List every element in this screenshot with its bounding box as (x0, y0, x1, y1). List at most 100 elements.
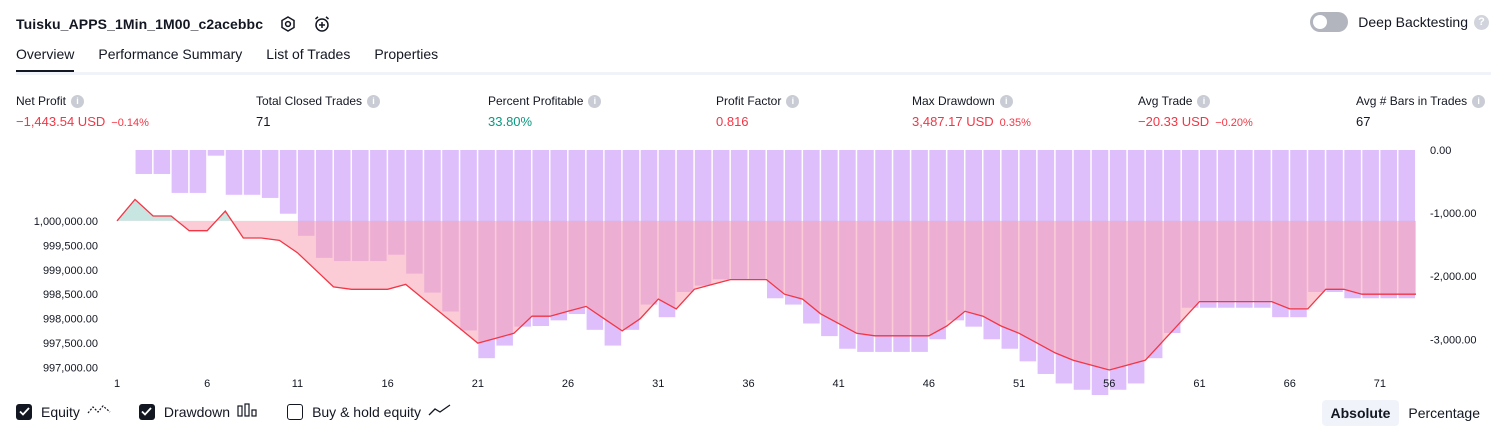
tab-properties[interactable]: Properties (374, 46, 439, 62)
metric-value: −1,443.54 USD (16, 114, 106, 129)
metric-label: Avg # Bars in Trades (1356, 94, 1468, 108)
info-icon[interactable]: i (786, 94, 800, 108)
drawdown-bar (243, 150, 261, 195)
drawdown-bar (225, 150, 243, 195)
settings-icon[interactable] (279, 15, 297, 33)
drawdown-bar (153, 150, 171, 174)
y-left-tick-label: 998,500.00 (43, 289, 98, 301)
info-icon[interactable]: i (999, 94, 1013, 108)
y-left-tick-label: 1,000,000.00 (34, 216, 98, 228)
x-tick-label: 26 (562, 378, 574, 390)
equity-chart[interactable]: 1,000,000.00 999,500.00 999,000.00 998,500.… (0, 140, 1507, 395)
drawdown-bar (171, 150, 189, 193)
drawdown-bar (135, 150, 153, 174)
y-left-tick-label: 999,500.00 (43, 240, 98, 252)
info-icon[interactable]: i (1197, 94, 1211, 108)
x-tick-label: 46 (923, 378, 935, 390)
drawdown-bar (261, 150, 279, 198)
metric-label: Max Drawdown (912, 94, 995, 108)
equity-gain-area (117, 199, 232, 221)
drawdown-bars-icon (237, 403, 259, 420)
metric-value: −20.33 USD (1138, 114, 1210, 129)
y-right-tick-label: -2,000.00 (1430, 271, 1476, 283)
metric-value: 0.816 (716, 114, 749, 129)
toggle-knob (1313, 15, 1328, 29)
metric-percent: −0.20% (1215, 117, 1253, 129)
drawdown-bar (297, 150, 315, 236)
x-tick-label: 11 (292, 378, 303, 390)
y-right-tick-label: 0.00 (1430, 145, 1451, 157)
equity-checkbox[interactable] (16, 403, 32, 420)
y-left-tick-label: 998,000.00 (43, 314, 98, 326)
metric-value: 33.80% (488, 114, 533, 129)
drawdown-bar (207, 150, 225, 156)
legend-drawdown-label: Drawdown (163, 403, 231, 420)
metric-percent: 0.35% (999, 117, 1031, 129)
metric-max-drawdown: Max Drawdown i 3,487.17 USD 0.35% (912, 94, 1031, 129)
y-axis-right: 0.00 -1,000.00 -2,000.00 -3,000.00 (1430, 145, 1476, 346)
percentage-button[interactable]: Percentage (1408, 405, 1480, 421)
deep-backtesting: Deep Backtesting ? (1310, 12, 1489, 32)
metric-value: 67 (1356, 114, 1371, 129)
buy-hold-checkbox[interactable] (287, 403, 304, 420)
y-left-tick-label: 997,500.00 (43, 338, 98, 350)
x-tick-label: 6 (204, 378, 210, 390)
drawdown-bar (189, 150, 207, 193)
drawdown-bar (279, 150, 297, 214)
deep-backtesting-toggle[interactable] (1310, 12, 1349, 32)
display-mode: Absolute Percentage (1321, 400, 1490, 426)
tab-performance-summary[interactable]: Performance Summary (98, 46, 243, 62)
tab-list-of-trades[interactable]: List of Trades (266, 46, 351, 62)
metric-profit-factor: Profit Factor i 0.816 (716, 94, 800, 129)
tab-divider (16, 72, 1491, 75)
legend-drawdown[interactable]: Drawdown (138, 403, 259, 420)
x-tick-label: 1 (114, 378, 120, 390)
x-tick-label: 56 (1103, 378, 1115, 390)
metric-total-closed-trades: Total Closed Trades i 71 (256, 94, 381, 129)
metric-label: Avg Trade (1138, 94, 1193, 108)
equity-line-icon (87, 403, 111, 420)
x-tick-label: 16 (382, 378, 394, 390)
metric-net-profit: Net Profit i −1,443.54 USD −0.14% (16, 94, 149, 129)
absolute-button[interactable]: Absolute (1321, 400, 1400, 426)
info-icon[interactable]: i (588, 94, 602, 108)
help-icon[interactable]: ? (1474, 14, 1489, 30)
legend-buy-hold[interactable]: Buy & hold equity (287, 403, 452, 420)
header: Tuisku_APPS_1Min_1M00_c2acebbc (16, 12, 331, 36)
y-left-tick-label: 999,000.00 (43, 265, 98, 277)
buy-hold-line-icon (428, 403, 452, 420)
info-icon[interactable]: i (1472, 94, 1486, 108)
x-axis: 1 6 11 16 21 26 31 36 41 46 51 56 61 66 71 (114, 378, 1386, 390)
legend-equity-label: Equity (41, 403, 80, 420)
chart-legend: Equity Drawdown Buy & hold equity (16, 403, 480, 420)
metric-label: Net Profit (16, 94, 67, 108)
legend-buy-hold-label: Buy & hold equity (312, 403, 422, 420)
x-tick-label: 61 (1193, 378, 1205, 390)
x-tick-label: 71 (1374, 378, 1386, 390)
y-axis-left: 1,000,000.00 999,500.00 999,000.00 998,500.… (34, 216, 98, 375)
tab-bar: Overview Performance Summary List of Tra… (16, 46, 462, 73)
x-tick-label: 51 (1013, 378, 1025, 390)
equity-loss-area (117, 220, 1416, 370)
metric-label: Percent Profitable (488, 94, 584, 108)
x-tick-label: 36 (742, 378, 754, 390)
legend-equity[interactable]: Equity (16, 403, 111, 420)
info-icon[interactable]: i (71, 94, 85, 108)
metric-value: 71 (256, 114, 271, 129)
metric-label: Total Closed Trades (256, 94, 363, 108)
x-tick-label: 21 (472, 378, 484, 390)
y-left-tick-label: 997,000.00 (43, 363, 98, 375)
alarm-add-icon[interactable] (313, 15, 331, 33)
drawdown-checkbox[interactable] (138, 403, 155, 420)
metric-avg-bars-in-trades: Avg # Bars in Trades i 67 (1356, 94, 1486, 129)
metric-label: Profit Factor (716, 94, 782, 108)
metric-avg-trade: Avg Trade i −20.33 USD −0.20% (1138, 94, 1253, 129)
info-icon[interactable]: i (367, 94, 381, 108)
deep-backtesting-label: Deep Backtesting (1358, 14, 1468, 30)
x-tick-label: 66 (1284, 378, 1296, 390)
tab-overview[interactable]: Overview (16, 46, 75, 73)
metric-value: 3,487.17 USD (912, 114, 994, 129)
x-tick-label: 41 (833, 378, 845, 390)
metric-percent: −0.14% (111, 117, 149, 129)
strategy-title: Tuisku_APPS_1Min_1M00_c2acebbc (16, 16, 264, 32)
